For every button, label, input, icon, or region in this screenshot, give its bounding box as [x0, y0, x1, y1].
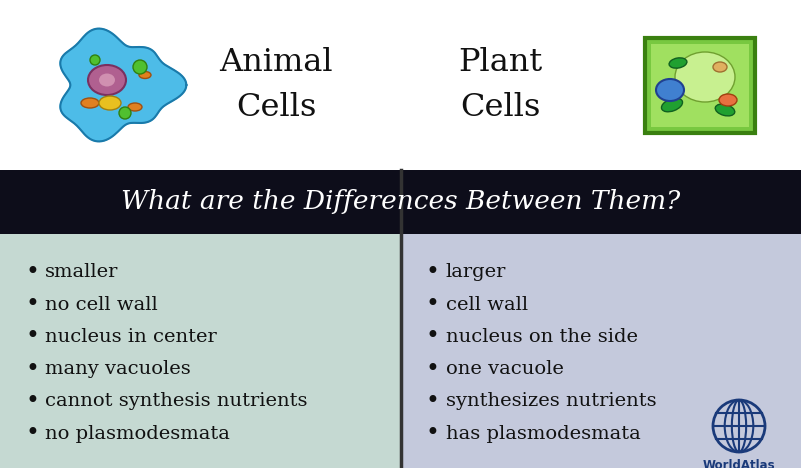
Text: •: •	[25, 325, 39, 348]
Circle shape	[133, 60, 147, 74]
Polygon shape	[60, 29, 187, 141]
FancyBboxPatch shape	[0, 234, 400, 468]
Text: nucleus in center: nucleus in center	[45, 328, 217, 346]
FancyBboxPatch shape	[0, 0, 801, 170]
Text: synthesizes nutrients: synthesizes nutrients	[445, 393, 656, 410]
FancyBboxPatch shape	[0, 170, 801, 234]
Text: one vacuole: one vacuole	[445, 360, 563, 378]
Text: •: •	[425, 325, 440, 348]
Ellipse shape	[715, 104, 735, 116]
Ellipse shape	[656, 79, 684, 101]
Text: cannot synthesis nutrients: cannot synthesis nutrients	[45, 393, 308, 410]
Text: •: •	[25, 293, 39, 316]
FancyBboxPatch shape	[400, 234, 801, 468]
Ellipse shape	[719, 94, 737, 106]
Text: nucleus on the side: nucleus on the side	[445, 328, 638, 346]
Ellipse shape	[713, 62, 727, 72]
Text: •: •	[425, 390, 440, 413]
Text: •: •	[425, 422, 440, 446]
Circle shape	[90, 55, 100, 65]
Text: •: •	[425, 358, 440, 380]
Text: Plant
Cells: Plant Cells	[458, 47, 543, 123]
Ellipse shape	[81, 98, 99, 108]
Text: •: •	[425, 261, 440, 284]
Text: no cell wall: no cell wall	[45, 295, 158, 314]
FancyBboxPatch shape	[651, 44, 749, 126]
Ellipse shape	[99, 73, 115, 87]
Ellipse shape	[139, 72, 151, 79]
Text: no plasmodesmata: no plasmodesmata	[45, 425, 230, 443]
Text: cell wall: cell wall	[445, 295, 528, 314]
Text: has plasmodesmata: has plasmodesmata	[445, 425, 640, 443]
Ellipse shape	[88, 65, 126, 95]
Ellipse shape	[128, 103, 142, 111]
Text: •: •	[25, 358, 39, 380]
Text: •: •	[25, 390, 39, 413]
Ellipse shape	[675, 52, 735, 102]
Ellipse shape	[99, 96, 121, 110]
Text: larger: larger	[445, 263, 506, 281]
Text: •: •	[25, 422, 39, 446]
Text: Animal
Cells: Animal Cells	[219, 47, 333, 123]
FancyBboxPatch shape	[645, 37, 755, 132]
Text: WorldAtlas: WorldAtlas	[702, 459, 775, 468]
Ellipse shape	[662, 98, 682, 112]
Circle shape	[119, 107, 131, 119]
Text: What are the Differences Between Them?: What are the Differences Between Them?	[121, 190, 680, 214]
Text: smaller: smaller	[45, 263, 119, 281]
Text: •: •	[425, 293, 440, 316]
Text: many vacuoles: many vacuoles	[45, 360, 191, 378]
Ellipse shape	[669, 58, 687, 68]
Text: •: •	[25, 261, 39, 284]
